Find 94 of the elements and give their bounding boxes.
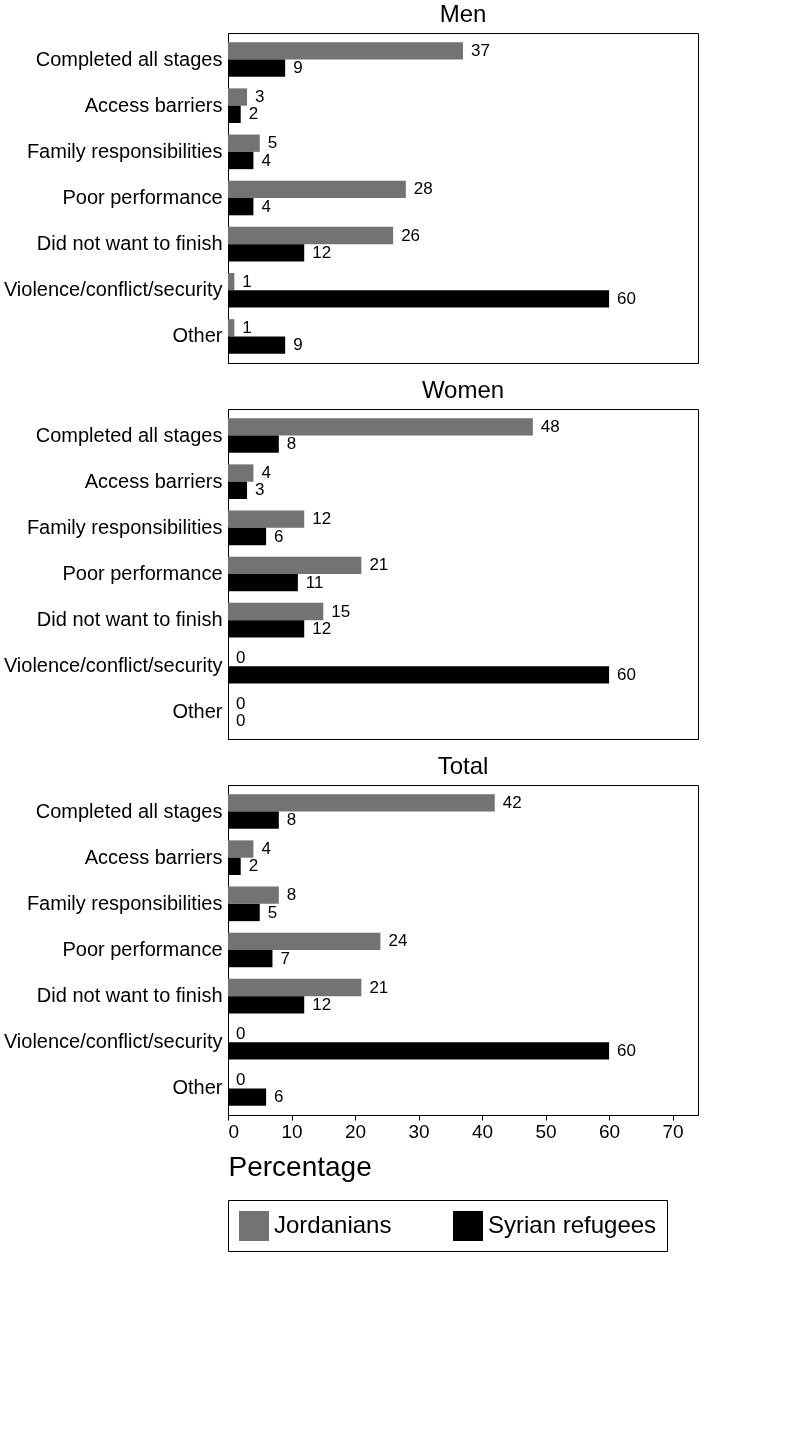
- data-label: 6: [274, 1087, 284, 1107]
- y-tick-label: Did not want to finish: [36, 232, 223, 255]
- y-tick-label: Violence/conflict/security: [3, 1030, 223, 1053]
- data-label: 6: [274, 526, 284, 546]
- bar: [228, 42, 463, 60]
- bar: [228, 418, 533, 436]
- data-label: 5: [267, 902, 278, 922]
- bar: [228, 273, 235, 291]
- bar: [228, 319, 235, 337]
- x-tick-label: 20: [344, 1120, 367, 1142]
- bar: [228, 840, 254, 858]
- data-label: 3: [255, 480, 265, 500]
- data-label: 0: [236, 647, 246, 667]
- x-tick-label: 0: [228, 1120, 240, 1142]
- data-label: 42: [502, 792, 522, 812]
- data-label: 48: [540, 416, 560, 436]
- bar: [228, 88, 248, 106]
- y-tick-label: Poor performance: [62, 938, 223, 960]
- bar: [228, 134, 260, 152]
- data-label: 28: [413, 179, 433, 199]
- data-label: 0: [236, 1069, 246, 1089]
- data-label: 4: [261, 196, 271, 216]
- bar: [228, 464, 254, 482]
- x-tick-label: 60: [599, 1120, 621, 1142]
- data-label: 8: [286, 885, 297, 905]
- data-label: 12: [312, 242, 332, 262]
- bar: [228, 180, 406, 198]
- y-tick-label: Did not want to finish: [36, 608, 223, 631]
- y-tick-label: Family responsibilities: [26, 891, 223, 914]
- data-label: 8: [286, 810, 297, 830]
- y-tick-label: Completed all stages: [35, 799, 223, 822]
- y-tick-label: Family responsibilities: [26, 515, 223, 538]
- data-label: 24: [388, 931, 408, 951]
- x-tick-label: 40: [471, 1120, 494, 1142]
- data-label: 60: [617, 1040, 636, 1060]
- chart-title: Men: [439, 0, 487, 27]
- x-tick-label: 50: [535, 1120, 557, 1142]
- data-label: 0: [236, 693, 246, 713]
- y-tick-label: Other: [172, 324, 223, 347]
- data-label: 12: [312, 618, 332, 638]
- legend-label: Jordanians: [274, 1211, 392, 1238]
- legend-label: Syrian refugees: [488, 1211, 657, 1238]
- data-label: 4: [261, 463, 271, 483]
- data-label: 1: [242, 271, 252, 291]
- bar: [228, 556, 362, 574]
- y-tick-label: Did not want to finish: [36, 984, 223, 1007]
- bar: [228, 886, 279, 904]
- data-label: 3: [255, 87, 265, 107]
- y-tick-label: Family responsibilities: [26, 139, 223, 162]
- y-tick-label: Other: [172, 700, 223, 723]
- bar: [228, 794, 495, 812]
- data-label: 12: [312, 509, 332, 529]
- data-label: 4: [261, 839, 271, 859]
- y-tick-label: Access barriers: [84, 93, 223, 116]
- y-tick-label: Other: [172, 1076, 223, 1099]
- data-label: 7: [280, 948, 290, 968]
- chart-title: Total: [437, 752, 489, 779]
- y-tick-label: Violence/conflict/security: [3, 654, 223, 677]
- data-label: 8: [286, 434, 297, 454]
- x-tick-label: 70: [662, 1120, 684, 1142]
- data-label: 2: [248, 104, 259, 124]
- data-label: 60: [617, 288, 636, 308]
- bar: [228, 932, 381, 950]
- bar: [228, 226, 394, 245]
- data-label: 21: [369, 555, 389, 575]
- y-tick-label: Poor performance: [62, 562, 223, 584]
- data-label: 9: [293, 58, 303, 78]
- data-label: 15: [331, 601, 351, 621]
- y-tick-label: Completed all stages: [35, 47, 223, 70]
- data-label: 9: [293, 335, 303, 355]
- x-tick-label: 10: [281, 1120, 303, 1142]
- bar: [228, 978, 362, 997]
- y-tick-label: Poor performance: [62, 186, 223, 208]
- data-label: 37: [471, 40, 490, 60]
- data-label: 5: [267, 133, 278, 153]
- chart-title: Women: [421, 376, 505, 403]
- data-label: 2: [248, 856, 259, 876]
- x-tick-label: 30: [408, 1120, 430, 1142]
- data-label: 4: [261, 150, 271, 170]
- y-tick-label: Access barriers: [84, 845, 223, 868]
- data-label: 0: [236, 1023, 246, 1043]
- data-label: 1: [242, 317, 252, 337]
- y-tick-label: Violence/conflict/security: [3, 278, 223, 301]
- y-tick-label: Access barriers: [84, 469, 223, 492]
- bar: [228, 602, 324, 621]
- x-axis-title: Percentage: [228, 1150, 372, 1182]
- bar: [228, 510, 305, 528]
- data-label: 0: [236, 711, 246, 731]
- data-label: 26: [401, 225, 421, 245]
- data-label: 11: [305, 572, 324, 592]
- data-label: 12: [312, 994, 332, 1014]
- data-label: 21: [369, 977, 389, 997]
- data-label: 60: [617, 664, 636, 684]
- y-tick-label: Completed all stages: [35, 423, 223, 446]
